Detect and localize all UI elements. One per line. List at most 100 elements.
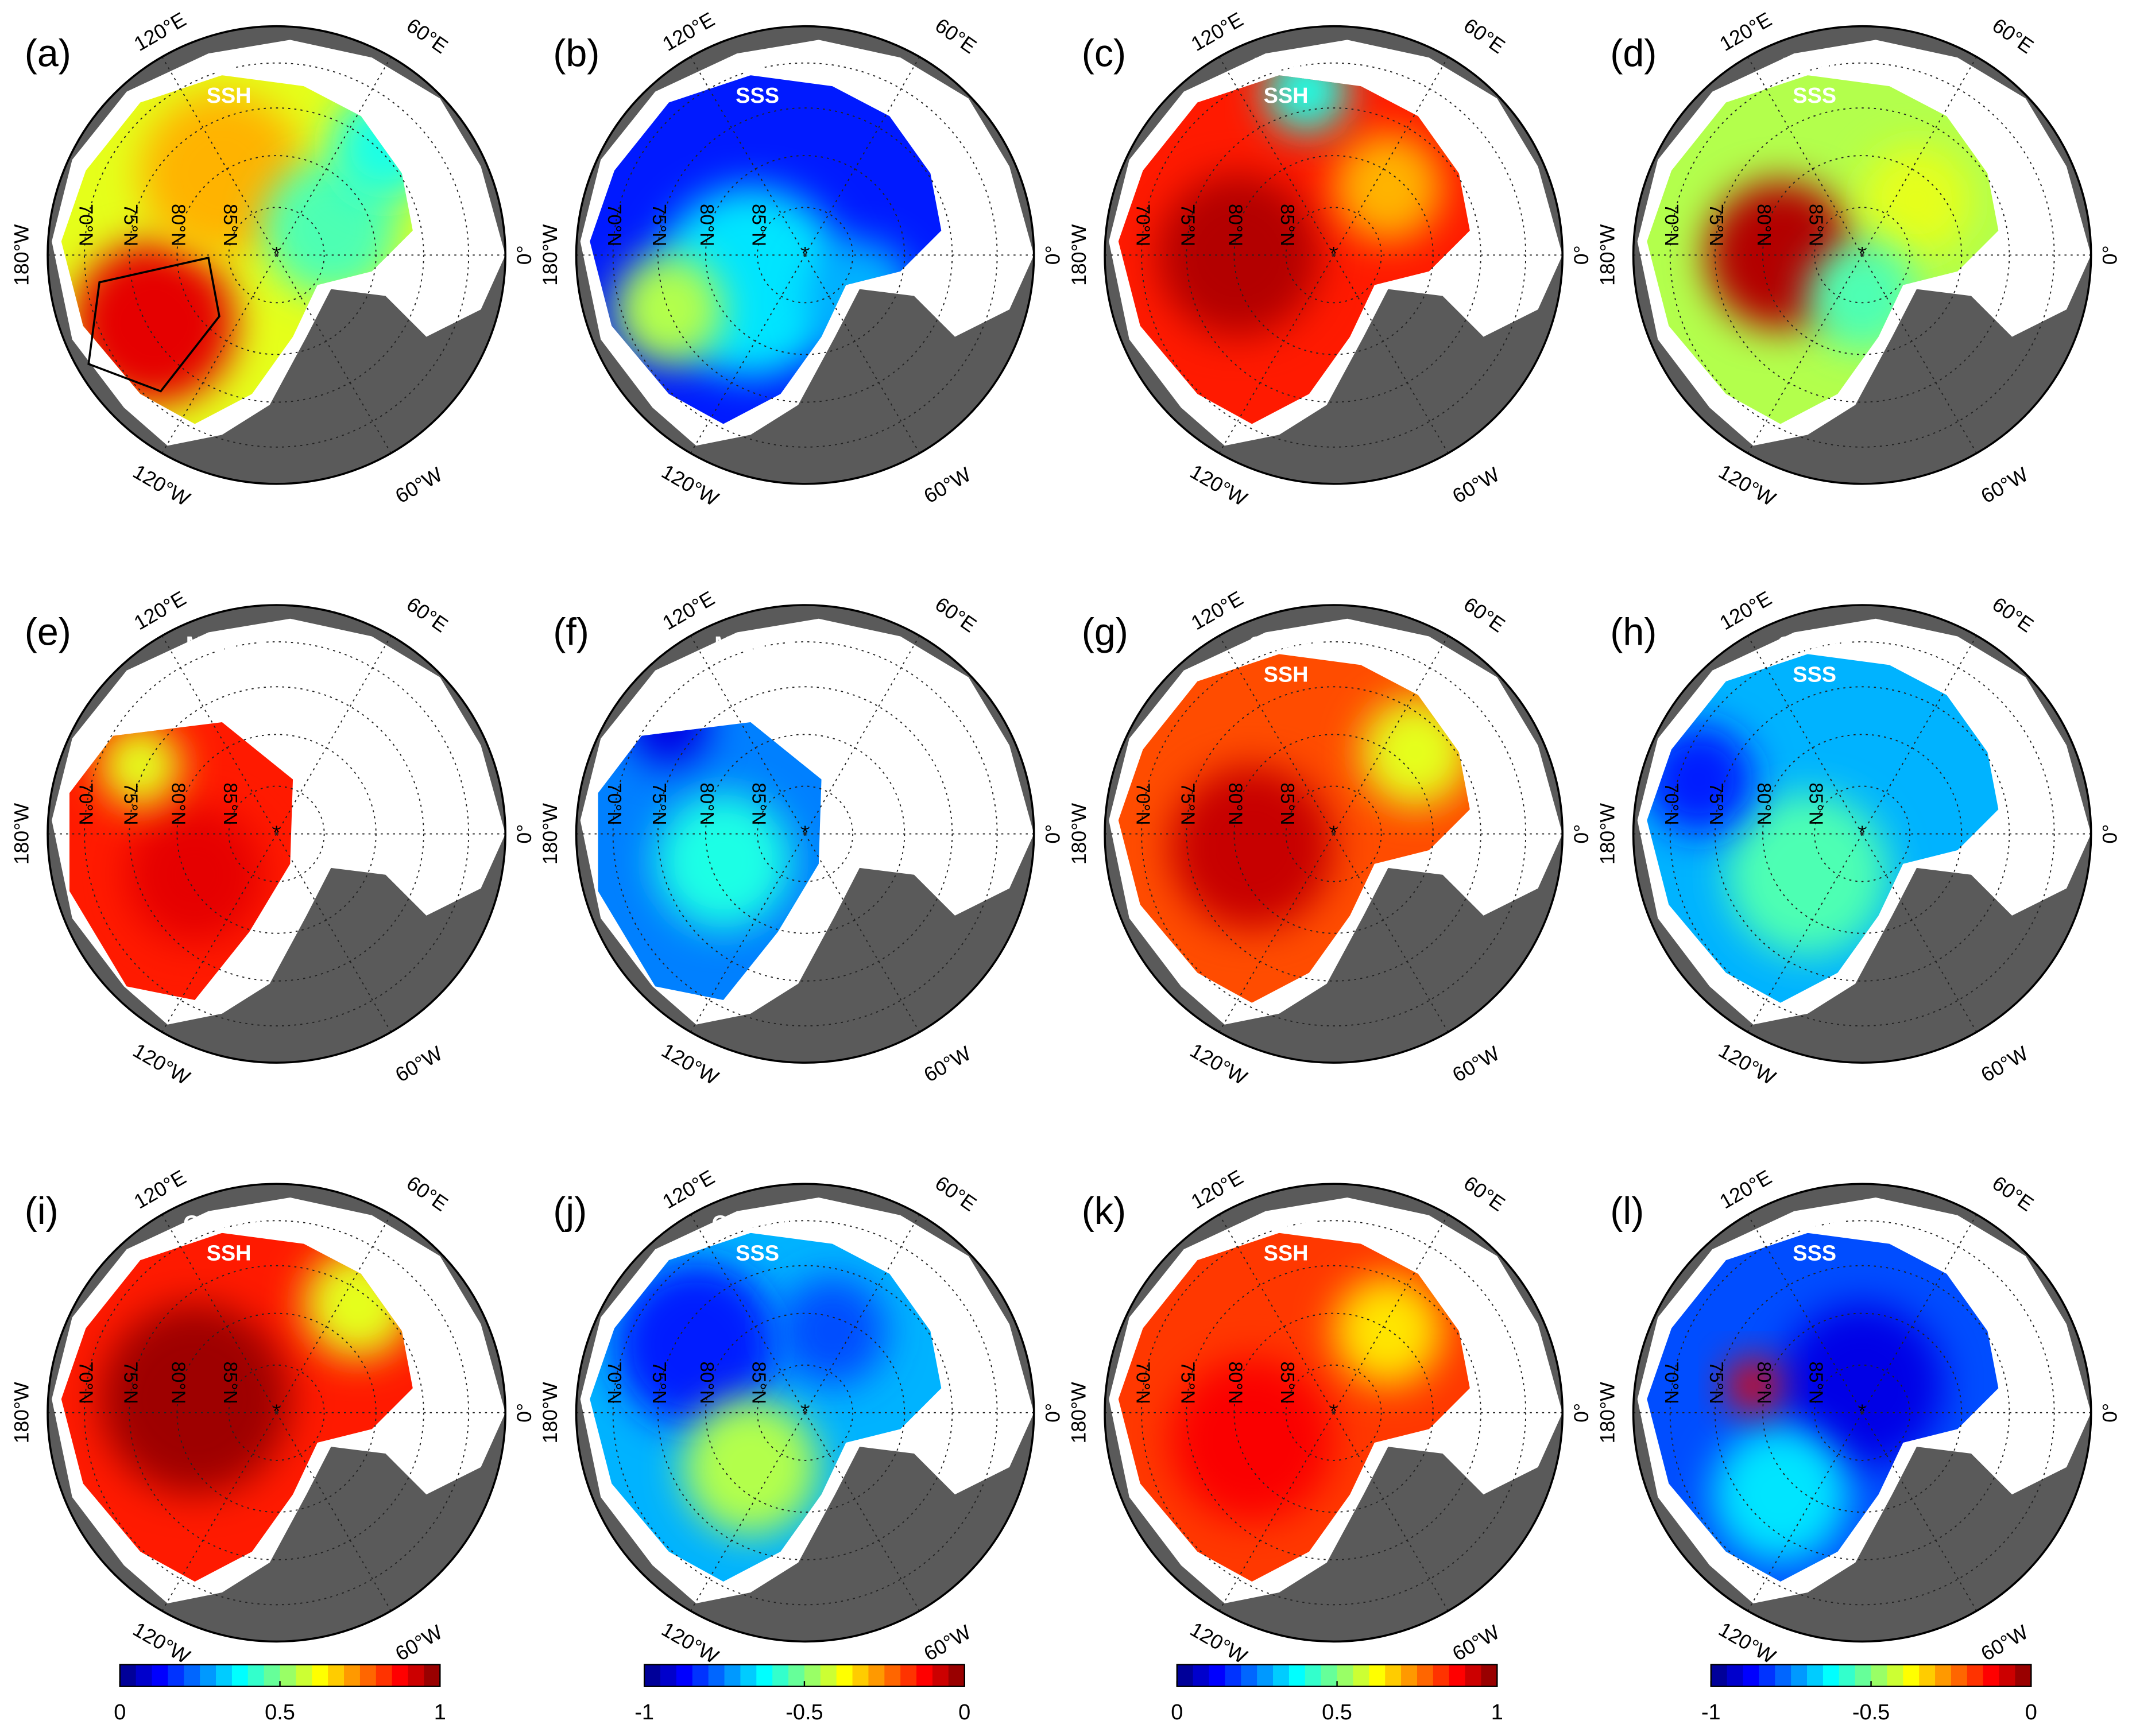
meridian xyxy=(276,635,392,835)
longitude-label: 120°W xyxy=(657,1039,722,1090)
colorbar-segment xyxy=(119,1664,137,1687)
colorbar-tick-label: 0 xyxy=(2025,1700,2037,1725)
colorbar-segment xyxy=(868,1664,885,1687)
pole: * xyxy=(1859,243,1866,265)
colorbar: -1 -0.5 0 xyxy=(634,1664,970,1725)
colorbar-segment xyxy=(1999,1664,2016,1687)
meridian xyxy=(804,1214,920,1413)
latitude-label: 80°N xyxy=(696,204,717,246)
meridian xyxy=(161,1214,277,1413)
longitude-label: 180°W xyxy=(1067,1382,1090,1444)
field-blob xyxy=(1862,146,1971,255)
longitude-label: 0° xyxy=(1042,824,1065,844)
colorbar-tick-label: 1 xyxy=(1491,1700,1503,1725)
longitude-label: 60°W xyxy=(1449,463,1504,508)
latitude-circle xyxy=(1285,207,1382,304)
latitude-label: 70°N xyxy=(75,204,96,246)
colorbar-segment xyxy=(1401,1664,1418,1687)
longitude-label: 60°E xyxy=(403,592,452,637)
variable-name: SSH xyxy=(1264,84,1309,108)
colorbar-segment xyxy=(916,1664,934,1687)
colorbar-segment xyxy=(216,1664,233,1687)
meridian xyxy=(804,635,920,835)
latitude-label: 70°N xyxy=(603,782,625,825)
latitude-label: 80°N xyxy=(1225,1362,1246,1404)
pole: * xyxy=(1330,1401,1337,1423)
meridian xyxy=(1333,254,1449,454)
meridian xyxy=(276,834,392,1033)
colorbar-segment xyxy=(948,1664,965,1687)
longitude-label: 180°W xyxy=(539,803,562,865)
meridian xyxy=(161,635,277,835)
panel-label: (e) xyxy=(25,611,71,654)
longitude-label: 60°W xyxy=(1977,463,2032,508)
map-border xyxy=(47,604,506,1064)
colorbar-segment xyxy=(1807,1664,1824,1687)
pole: * xyxy=(1330,243,1337,265)
longitude-label: 60°W xyxy=(920,1041,975,1087)
colorbar-tick-label: -0.5 xyxy=(1852,1700,1890,1725)
longitude-label: 120°W xyxy=(129,1618,194,1668)
colorbar-segment xyxy=(1871,1664,1888,1687)
latitude-circle xyxy=(228,1364,325,1461)
variable-name: SSH xyxy=(207,662,251,687)
meridian xyxy=(161,56,277,255)
colorbar-tick-label: 0 xyxy=(958,1700,970,1725)
panel-label: (g) xyxy=(1082,611,1128,654)
colorbar-segment xyxy=(1369,1664,1386,1687)
field-blob xyxy=(99,724,181,807)
field-blob xyxy=(1333,132,1443,242)
colorbar-segment xyxy=(1465,1664,1482,1687)
meridian xyxy=(1862,834,1978,1033)
latitude-label: 80°N xyxy=(1753,782,1774,825)
field-blob xyxy=(682,1399,819,1536)
colorbar-segment xyxy=(644,1664,661,1687)
meridian xyxy=(1747,1412,1863,1611)
latitude-label: 85°N xyxy=(748,782,769,825)
longitude-label: 60°E xyxy=(1988,1172,2037,1216)
variable-name: SSS xyxy=(736,662,779,687)
model-name: NEMO xyxy=(1253,54,1319,78)
colorbar-segment xyxy=(1241,1664,1258,1687)
variable-name: SSS xyxy=(736,1242,779,1266)
latitude-circle xyxy=(1285,1364,1382,1461)
longitude-label: 180°W xyxy=(10,224,33,286)
longitude-label: 120°W xyxy=(1186,460,1251,510)
map-border xyxy=(47,25,506,485)
longitude-label: 60°E xyxy=(403,1172,452,1216)
colorbar-segment xyxy=(247,1664,265,1687)
longitude-label: 180°W xyxy=(1067,224,1090,286)
field-blob xyxy=(1712,1426,1849,1563)
colorbar-segment xyxy=(136,1664,153,1687)
pole: * xyxy=(273,243,280,265)
meridian xyxy=(690,254,806,454)
panel-label: (i) xyxy=(25,1190,59,1233)
latitude-circle xyxy=(757,1364,854,1461)
latitude-label: 75°N xyxy=(1177,204,1198,246)
region-box xyxy=(87,256,220,393)
meridian xyxy=(690,635,806,835)
panel-label: (l) xyxy=(1610,1190,1644,1233)
latitude-label: 70°N xyxy=(603,1362,625,1404)
colorbar-segment xyxy=(852,1664,869,1687)
colorbar-segment xyxy=(231,1664,249,1687)
colorbar-segment xyxy=(1225,1664,1242,1687)
pole: * xyxy=(1330,822,1337,843)
colorbar-segment xyxy=(312,1664,329,1687)
colorbar-segment xyxy=(1775,1664,1792,1687)
colorbar-tick-label: 0.5 xyxy=(1322,1700,1352,1725)
colorbar-segment xyxy=(1935,1664,1952,1687)
model-name: SODA xyxy=(1783,1211,1846,1235)
meridian xyxy=(690,56,806,255)
latitude-label: 70°N xyxy=(1661,1362,1682,1404)
field-blob xyxy=(1170,1358,1334,1522)
map-border xyxy=(575,25,1035,485)
pole: * xyxy=(802,243,809,265)
panel-label: (c) xyxy=(1082,32,1126,75)
